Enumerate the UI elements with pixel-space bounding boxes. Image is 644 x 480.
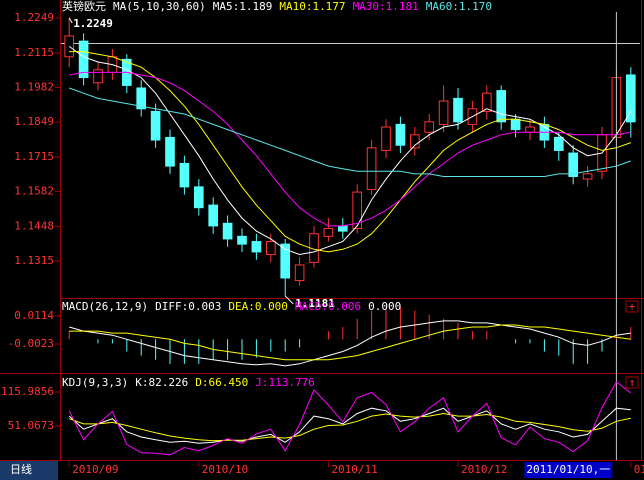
- candle-body: [251, 241, 262, 253]
- header-bg: [61, 0, 531, 14]
- candle-body: [568, 152, 579, 177]
- candle-body: [93, 69, 103, 84]
- candle-body: [265, 241, 276, 256]
- period-tab[interactable]: [0, 461, 58, 480]
- high-annotation: 1.2249: [73, 17, 113, 30]
- candle-body: [222, 222, 233, 240]
- x-tick-label: 2010/10: [202, 463, 248, 476]
- indicator-line: [69, 51, 631, 253]
- candle-body: [208, 204, 219, 227]
- indicator-line: [69, 412, 631, 442]
- indicator-line: [69, 71, 631, 227]
- y-tick-label: 1.1982: [14, 80, 54, 93]
- legend-text: MA10:1.177: [279, 0, 345, 13]
- y-tick-label: 1.1849: [14, 115, 54, 128]
- x-tick-label: 01: [634, 463, 644, 476]
- candle-body: [165, 136, 175, 167]
- expand-button[interactable]: [625, 376, 639, 389]
- candle-body: [237, 235, 247, 245]
- candle-body: [294, 264, 305, 282]
- candle-body: [64, 35, 75, 58]
- legend-text: 英镑欧元: [62, 0, 106, 13]
- candle-body: [136, 87, 147, 110]
- y-tick-label: 115.9856: [1, 385, 54, 398]
- candle-body: [366, 147, 377, 190]
- y-tick-label: 1.1315: [14, 254, 54, 267]
- candle-body: [582, 173, 593, 180]
- cursor-label-bg: [524, 462, 613, 478]
- candle-body: [337, 225, 348, 232]
- expand-icon: +: [629, 300, 636, 313]
- y-tick-label: 51.0673: [8, 419, 54, 432]
- y-tick-label: -0.0023: [8, 337, 54, 350]
- indicator-line: [69, 320, 631, 367]
- legend-text: KDJ(9,3,3): [62, 376, 128, 389]
- candle-body: [625, 74, 636, 123]
- candle-body: [78, 40, 89, 79]
- legend-text: DIFF:0.003: [155, 300, 221, 313]
- period-label: 日线: [10, 462, 32, 476]
- candle-body: [424, 121, 435, 133]
- candle-body: [352, 191, 363, 230]
- y-tick-label: 1.2249: [14, 11, 54, 24]
- frame: [0, 0, 644, 461]
- legend-text: MA5:1.189: [213, 0, 273, 13]
- candle-body: [179, 162, 190, 188]
- x-tick-label: 2010/12: [461, 463, 507, 476]
- candle-body: [438, 100, 449, 125]
- legend-text: MACD:0.006: [295, 300, 361, 313]
- candle-body: [510, 118, 521, 131]
- y-tick-label: 1.1448: [14, 219, 54, 232]
- legend-text: 0.000: [368, 300, 401, 313]
- candle-body: [395, 123, 406, 146]
- indicator-line: [68, 381, 632, 456]
- candle-body: [150, 110, 161, 141]
- low-annotation: 1.1181: [295, 297, 335, 310]
- low-pointer: [284, 295, 294, 305]
- x-tick-label: 2010/09: [72, 463, 118, 476]
- y-tick-label: 1.2115: [14, 46, 54, 59]
- candle-body: [525, 126, 535, 133]
- legend-text: MA(5,10,30,60): [113, 0, 206, 13]
- indicator-line: [69, 87, 631, 177]
- panel-buttons: [625, 300, 639, 389]
- candle-body: [496, 90, 507, 123]
- legend-text: K:82.226: [135, 376, 188, 389]
- indicator-line: [69, 324, 631, 361]
- expand-button[interactable]: [625, 300, 639, 313]
- candle-body: [280, 243, 291, 279]
- candle-body: [453, 97, 463, 123]
- y-tick-label: 1.1582: [14, 185, 54, 198]
- legend-text: MA60:1.170: [426, 0, 492, 13]
- high-pointer: [68, 17, 73, 24]
- candle-body: [481, 92, 492, 112]
- candle-body: [193, 186, 204, 209]
- candle-body: [409, 134, 420, 149]
- legend-text: D:66.450: [195, 376, 248, 389]
- legend-text: MA30:1.181: [353, 0, 419, 13]
- indicator-line: [68, 407, 631, 444]
- y-tick-label: 1.1715: [14, 150, 54, 163]
- legend-text: J:113.776: [255, 376, 315, 389]
- y-tick-label: 0.0114: [14, 309, 54, 322]
- candle-body: [323, 228, 334, 237]
- legend-text: DEA:0.000: [228, 300, 288, 313]
- legend-text: MACD(26,12,9): [62, 300, 148, 313]
- candle-body: [381, 126, 391, 151]
- x-tick-label: 2010/11: [331, 463, 377, 476]
- expand-icon: ↑: [629, 376, 636, 389]
- candle-body: [553, 136, 564, 151]
- cursor-label: 2011/01/10,一: [526, 463, 610, 476]
